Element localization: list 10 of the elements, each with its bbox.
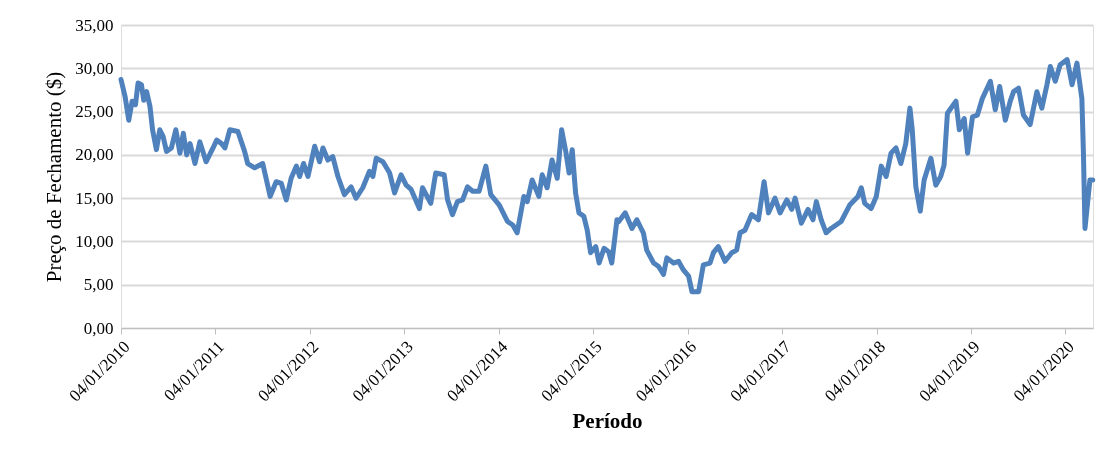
y-tick-label: 15,00	[75, 188, 114, 208]
y-axis-title: Preço de Fechamento ($)	[42, 71, 67, 283]
y-tick-label: 20,00	[75, 145, 114, 165]
y-tick-label: 10,00	[75, 231, 114, 251]
y-tick-label: 30,00	[75, 58, 114, 78]
x-axis-title: Período	[572, 408, 643, 433]
y-tick-label: 25,00	[75, 102, 114, 122]
y-tick-label: 5,00	[83, 275, 114, 295]
y-tick-label: 35,00	[75, 15, 114, 35]
y-tick-label: 0,00	[83, 318, 114, 338]
